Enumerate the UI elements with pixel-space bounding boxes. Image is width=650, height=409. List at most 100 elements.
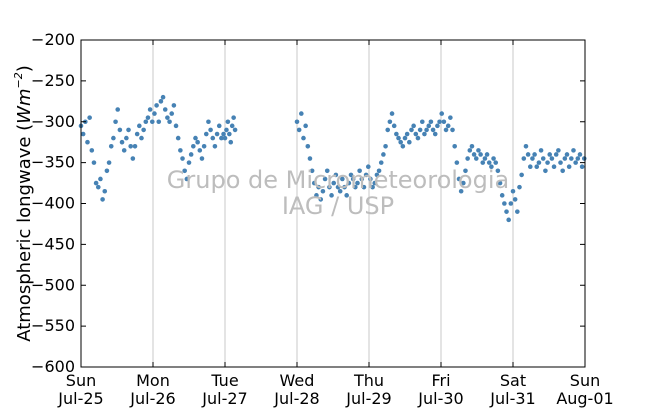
watermark-line-2: IAG / USP — [282, 192, 394, 220]
data-point — [193, 135, 198, 141]
data-point — [98, 176, 103, 182]
data-point — [141, 127, 146, 133]
data-point — [316, 184, 321, 190]
ytick-label: −550 — [31, 316, 75, 335]
data-point — [331, 180, 337, 186]
data-point — [113, 119, 118, 125]
data-point — [413, 131, 419, 137]
xtick-label-day: Sat — [500, 371, 526, 390]
ytick-label: −500 — [31, 275, 75, 294]
xtick-label-date: Aug-01 — [556, 389, 613, 408]
data-point — [493, 160, 499, 165]
data-point — [435, 123, 440, 129]
data-point — [322, 176, 328, 182]
data-point — [467, 148, 473, 153]
data-point — [232, 127, 238, 133]
data-point — [117, 127, 123, 133]
data-point — [391, 123, 397, 129]
data-point — [398, 139, 403, 145]
data-point — [458, 188, 464, 194]
data-point — [299, 111, 304, 116]
data-point — [545, 160, 550, 165]
data-point — [121, 148, 127, 153]
data-point — [562, 156, 568, 161]
data-point — [210, 135, 216, 141]
data-point — [517, 184, 522, 190]
data-point — [497, 180, 503, 186]
data-point — [376, 168, 382, 174]
data-point — [499, 193, 505, 198]
data-point — [396, 135, 401, 141]
data-point — [370, 184, 375, 190]
data-point — [404, 131, 410, 137]
data-point — [309, 168, 315, 174]
data-point — [521, 156, 527, 161]
data-point — [214, 131, 220, 137]
data-point — [124, 135, 129, 141]
data-point — [327, 184, 332, 190]
data-point — [378, 160, 384, 165]
data-point — [335, 184, 341, 190]
xtick-label-date: Jul-27 — [201, 389, 247, 408]
data-point — [577, 152, 583, 157]
data-point — [314, 193, 319, 198]
data-point — [119, 139, 125, 145]
y-axis-label-close: ) — [14, 65, 35, 72]
data-point — [85, 139, 90, 145]
data-point — [400, 143, 406, 149]
data-point — [350, 176, 356, 182]
watermark: Grupo de Micrometeorologia IAG / USP — [167, 166, 509, 220]
data-point — [108, 143, 114, 149]
data-point — [175, 135, 181, 141]
data-point — [104, 168, 110, 174]
data-point — [115, 107, 121, 112]
data-point — [491, 156, 496, 161]
data-point — [156, 119, 162, 125]
data-point — [307, 156, 313, 161]
data-point — [165, 115, 170, 120]
data-point — [197, 148, 203, 153]
data-point — [419, 119, 425, 125]
data-point — [569, 156, 574, 161]
data-point — [530, 156, 535, 161]
data-point — [411, 123, 416, 129]
data-point — [154, 103, 159, 108]
data-point — [543, 168, 548, 174]
data-point — [512, 197, 518, 202]
data-point — [551, 164, 557, 170]
data-point — [527, 164, 533, 170]
data-point — [311, 180, 317, 186]
data-point — [132, 143, 138, 149]
data-point — [180, 156, 185, 161]
data-point — [303, 123, 308, 129]
data-point — [387, 119, 393, 125]
data-point — [437, 119, 442, 125]
data-point — [540, 156, 546, 161]
data-point — [184, 176, 190, 182]
data-point — [381, 152, 386, 157]
data-point — [441, 119, 447, 125]
data-point — [201, 143, 207, 149]
data-point — [443, 127, 449, 133]
data-point — [100, 197, 105, 202]
data-point — [361, 184, 367, 190]
data-point — [145, 115, 151, 120]
ytick-label: −600 — [31, 357, 75, 376]
data-point — [476, 148, 481, 153]
data-point — [506, 217, 511, 223]
data-point — [294, 119, 300, 125]
xtick-label-day: Sun — [66, 371, 96, 390]
data-point — [473, 156, 479, 161]
data-point — [452, 143, 457, 149]
xtick-label-day: Thu — [353, 371, 384, 390]
data-point — [480, 160, 486, 165]
data-point — [111, 135, 116, 141]
data-point — [422, 131, 427, 137]
data-point — [320, 188, 326, 194]
data-point — [448, 115, 453, 120]
y-axis-label-text: Atmospheric longwave ( — [14, 124, 35, 342]
xtick-label-date: Jul-26 — [129, 389, 175, 408]
data-point — [158, 99, 164, 104]
data-point — [430, 127, 436, 133]
